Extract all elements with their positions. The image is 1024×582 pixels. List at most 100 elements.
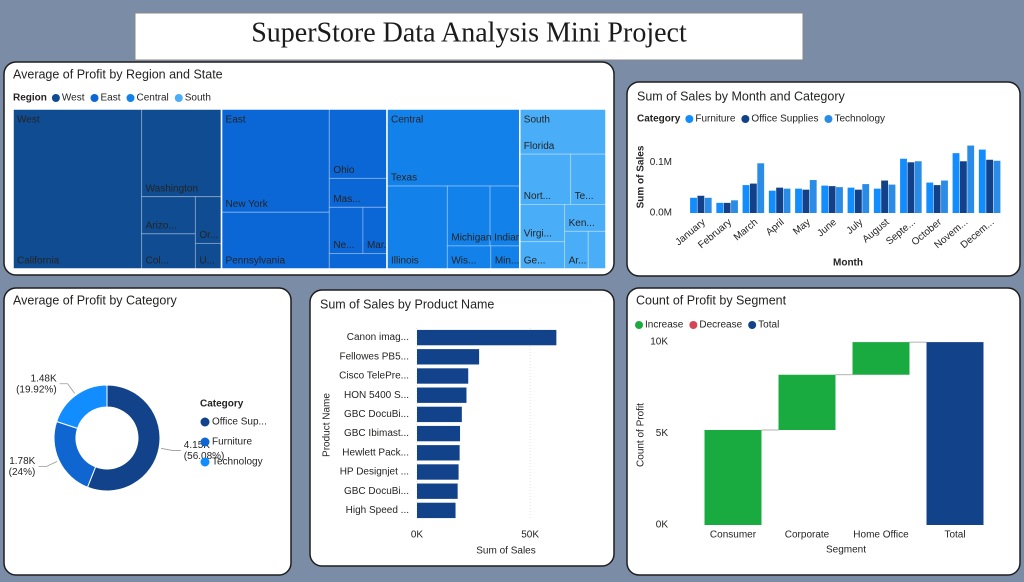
state-label: Mas... bbox=[333, 194, 360, 205]
x-tick-label: Consumer bbox=[710, 530, 757, 541]
legend-marker bbox=[174, 94, 183, 102]
bar bbox=[933, 185, 941, 213]
legend-marker bbox=[689, 321, 698, 329]
bar bbox=[854, 189, 862, 213]
bar bbox=[941, 180, 948, 213]
title-box bbox=[134, 12, 804, 61]
treemap-tile bbox=[570, 153, 607, 205]
bar bbox=[986, 159, 994, 213]
state-label: Texas bbox=[391, 173, 417, 184]
state-label: Virgi... bbox=[524, 228, 552, 239]
x-axis-title: Segment bbox=[826, 545, 866, 556]
bar bbox=[690, 197, 697, 213]
bar bbox=[697, 195, 705, 213]
bar bbox=[828, 186, 836, 213]
legend-label: Office Supplies bbox=[751, 114, 818, 125]
bar bbox=[417, 387, 467, 403]
bar bbox=[417, 425, 461, 442]
bar bbox=[704, 430, 762, 525]
bar bbox=[417, 464, 459, 480]
state-label: Col... bbox=[146, 256, 169, 267]
bar bbox=[993, 160, 1001, 213]
bar bbox=[716, 202, 724, 213]
state-label: Ne... bbox=[333, 240, 354, 251]
legend-marker bbox=[90, 94, 99, 102]
panel bbox=[626, 81, 1021, 277]
region-label: East bbox=[226, 115, 246, 126]
legend-marker bbox=[748, 321, 757, 329]
data-label: (19.92%) bbox=[16, 384, 57, 395]
legend-marker bbox=[685, 115, 694, 123]
legend-marker bbox=[635, 321, 643, 329]
treemap-tile bbox=[446, 185, 491, 247]
legend-label: Decrease bbox=[699, 320, 742, 331]
x-tick-label: 0K bbox=[411, 530, 424, 541]
donut-slice bbox=[86, 384, 161, 492]
panel bbox=[309, 289, 615, 567]
legend-marker bbox=[200, 457, 210, 467]
bar bbox=[809, 180, 817, 213]
bar bbox=[802, 189, 810, 213]
bar bbox=[926, 342, 984, 525]
legend-label: Furniture bbox=[212, 437, 252, 448]
chart-title: Sum of Sales by Month and Category bbox=[637, 89, 846, 103]
legend-label: Office Sup... bbox=[212, 417, 267, 428]
treemap-tile bbox=[221, 211, 330, 270]
bar bbox=[783, 188, 791, 213]
x-axis-title: Sum of Sales bbox=[476, 546, 535, 557]
legend-label: Central bbox=[137, 93, 169, 104]
legend-label: Furniture bbox=[695, 114, 735, 125]
region-label: South bbox=[524, 115, 550, 126]
bar bbox=[914, 161, 922, 213]
bar bbox=[852, 342, 910, 375]
treemap-tile bbox=[141, 233, 196, 270]
treemap-tile bbox=[221, 108, 330, 213]
bar bbox=[881, 180, 889, 213]
x-tick-label: Total bbox=[944, 530, 965, 541]
y-tick-label: 0.0M bbox=[650, 208, 672, 219]
bar bbox=[821, 185, 829, 213]
legend-title: Category bbox=[200, 399, 244, 410]
x-tick-label: 50K bbox=[521, 530, 539, 541]
legend-title: Region bbox=[13, 93, 47, 104]
bar bbox=[417, 445, 460, 461]
data-label: 4.15K bbox=[184, 440, 210, 451]
legend-marker bbox=[200, 417, 210, 427]
y-tick-label: GBC Ibimast... bbox=[344, 428, 409, 439]
legend-label: South bbox=[185, 93, 211, 104]
bar bbox=[926, 182, 934, 213]
bar bbox=[967, 145, 975, 213]
bar bbox=[900, 158, 907, 213]
y-tick-label: GBC DocuBi... bbox=[344, 409, 409, 420]
chart-title: Count of Profit by Segment bbox=[636, 293, 787, 307]
bar bbox=[704, 197, 712, 213]
bar bbox=[907, 162, 915, 213]
y-tick-label: 0.1M bbox=[650, 157, 672, 168]
legend-label: Technology bbox=[834, 114, 885, 125]
legend-title: Category bbox=[637, 114, 681, 125]
state-label: Illinois bbox=[391, 256, 419, 267]
x-axis-title: Month bbox=[833, 258, 863, 269]
state-label: Indiana bbox=[494, 233, 527, 244]
legend-marker bbox=[200, 437, 210, 447]
bar bbox=[417, 349, 480, 365]
leader-line bbox=[38, 461, 58, 467]
bar bbox=[862, 184, 870, 213]
bar bbox=[417, 329, 557, 346]
treemap-tile bbox=[564, 203, 607, 232]
bar bbox=[749, 183, 757, 213]
data-label: 1.78K bbox=[9, 456, 35, 467]
y-tick-label: HON 5400 S... bbox=[344, 390, 409, 401]
legend-label: East bbox=[101, 93, 121, 104]
treemap-tile bbox=[141, 196, 196, 235]
state-label: Arizo... bbox=[146, 221, 177, 232]
state-label: California bbox=[17, 256, 60, 267]
bar bbox=[978, 149, 986, 213]
state-label: Min... bbox=[495, 256, 519, 267]
state-label: New York bbox=[226, 199, 269, 210]
chart-title: Average of Profit by Region and State bbox=[13, 67, 223, 81]
treemap-tile bbox=[386, 108, 521, 187]
legend-label: Total bbox=[758, 320, 779, 331]
state-label: U... bbox=[199, 256, 215, 267]
